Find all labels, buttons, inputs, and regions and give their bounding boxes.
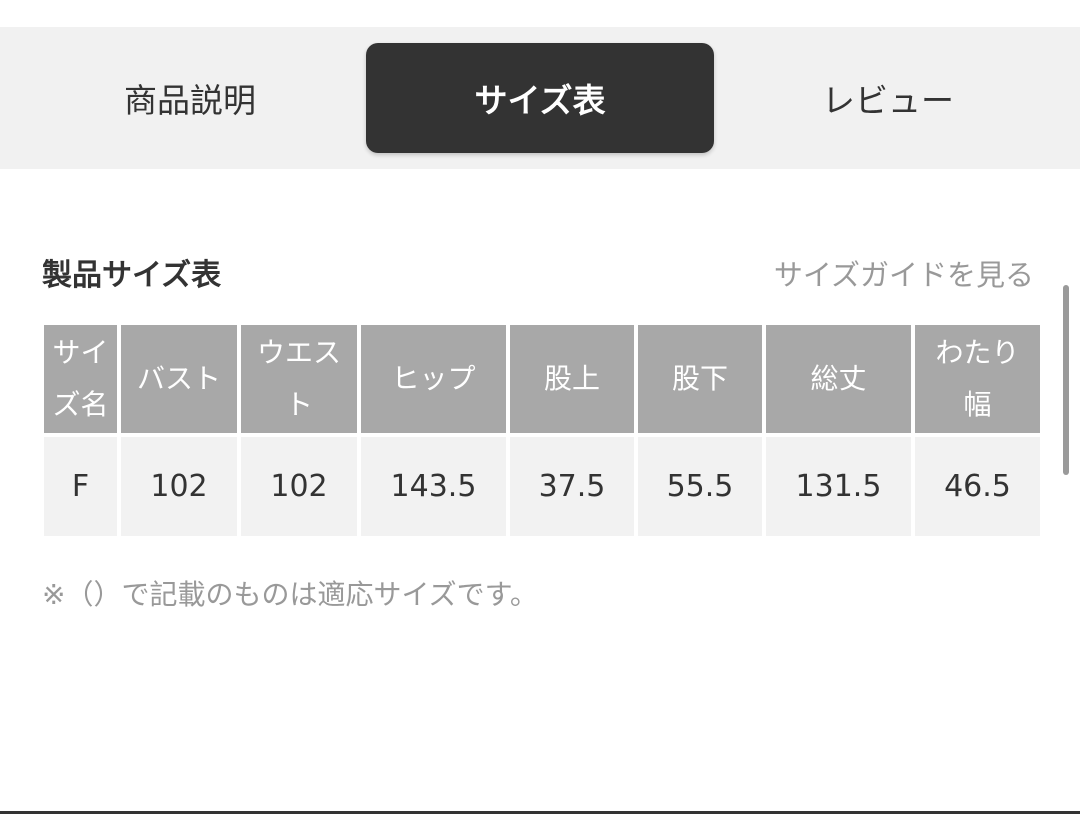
- header-hip: ヒップ: [361, 325, 506, 433]
- size-note: ※（）で記載のものは適応サイズです。: [42, 578, 538, 611]
- cell-waist: 102: [241, 437, 357, 536]
- size-guide-link[interactable]: サイズガイドを見る: [773, 258, 1034, 292]
- cell-total-length: 131.5: [766, 437, 911, 536]
- table-row: F 102 102 143.5 37.5 55.5 131.5 46.5: [44, 437, 1040, 536]
- header-size-name: サイズ名: [44, 325, 117, 433]
- cell-size: F: [44, 437, 117, 536]
- tab-reviews[interactable]: レビュー: [822, 81, 954, 120]
- tab-size-chart[interactable]: サイズ表: [366, 43, 714, 153]
- tab-bar: 商品説明 サイズ表 レビュー: [0, 27, 1080, 169]
- table-header-row: サイズ名 バスト ウエスト ヒップ 股上 股下 総丈 わたり幅: [44, 325, 1040, 433]
- header-waist: ウエスト: [241, 325, 357, 433]
- section-title: 製品サイズ表: [42, 258, 222, 293]
- scrollbar[interactable]: [1063, 285, 1069, 475]
- header-rise: 股上: [510, 325, 634, 433]
- header-inseam: 股下: [638, 325, 762, 433]
- cell-inseam: 55.5: [638, 437, 762, 536]
- header-thigh-width: わたり幅: [915, 325, 1040, 433]
- header-total-length: 総丈: [766, 325, 911, 433]
- cell-bust: 102: [121, 437, 237, 536]
- size-table: サイズ名 バスト ウエスト ヒップ 股上 股下 総丈 わたり幅 F 102 10…: [40, 321, 1044, 540]
- cell-hip: 143.5: [361, 437, 506, 536]
- tab-product-description[interactable]: 商品説明: [124, 81, 256, 120]
- cell-rise: 37.5: [510, 437, 634, 536]
- divider: [0, 811, 1080, 814]
- header-bust: バスト: [121, 325, 237, 433]
- cell-thigh-width: 46.5: [915, 437, 1040, 536]
